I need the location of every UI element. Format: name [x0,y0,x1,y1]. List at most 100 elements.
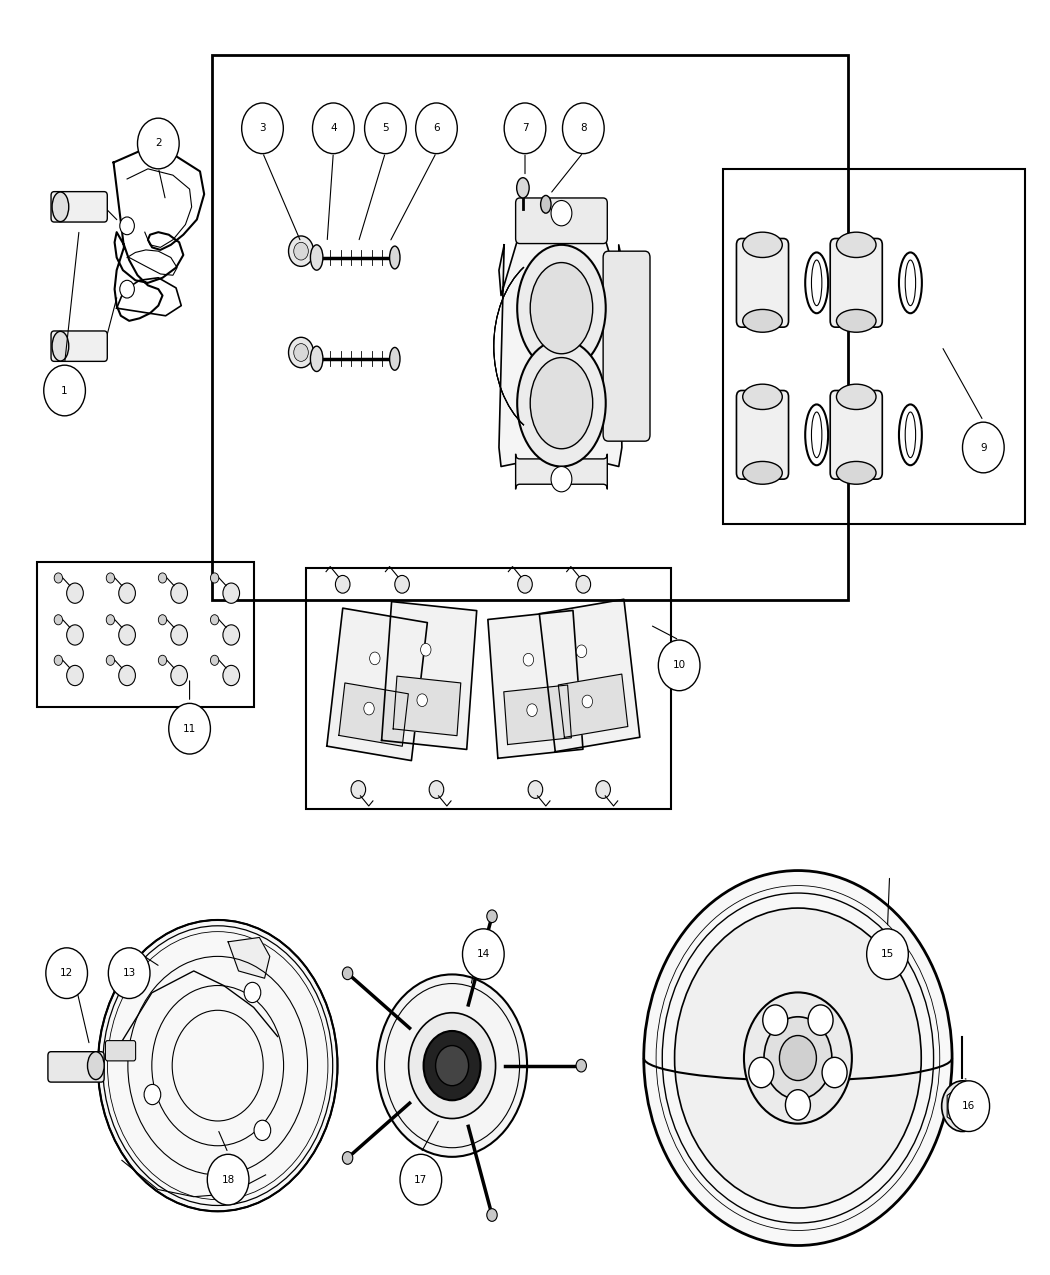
Circle shape [963,422,1004,473]
Circle shape [66,666,83,686]
Text: 4: 4 [330,124,337,134]
Circle shape [779,1035,817,1080]
FancyBboxPatch shape [48,1052,104,1082]
Circle shape [551,200,572,226]
Circle shape [98,921,337,1211]
Bar [38,561,254,708]
Circle shape [749,1057,774,1088]
FancyBboxPatch shape [831,238,882,328]
Circle shape [119,583,135,603]
Ellipse shape [576,1060,587,1072]
Bar [307,567,671,808]
Circle shape [119,666,135,686]
Circle shape [408,1012,496,1118]
FancyBboxPatch shape [516,198,607,244]
Circle shape [244,982,260,1002]
Polygon shape [504,685,571,745]
FancyBboxPatch shape [516,454,607,490]
Ellipse shape [837,462,876,485]
Circle shape [551,467,572,492]
Circle shape [674,908,921,1207]
FancyBboxPatch shape [51,332,107,361]
Text: 18: 18 [222,1174,235,1184]
Circle shape [171,666,188,686]
Circle shape [138,119,180,168]
Circle shape [400,1154,442,1205]
Circle shape [159,572,167,583]
Circle shape [55,572,63,583]
Circle shape [395,575,410,593]
Text: 13: 13 [123,968,135,978]
Circle shape [66,583,83,603]
Circle shape [313,103,354,153]
Circle shape [120,217,134,235]
Ellipse shape [517,177,529,198]
Circle shape [106,572,114,583]
Ellipse shape [52,193,68,222]
Circle shape [106,615,114,625]
Bar [722,168,1025,524]
Polygon shape [339,683,408,746]
Circle shape [429,780,444,798]
Text: 12: 12 [60,968,74,978]
Ellipse shape [742,310,782,333]
Circle shape [210,572,218,583]
Circle shape [785,1090,811,1121]
Text: 5: 5 [382,124,388,134]
Circle shape [576,645,587,658]
Ellipse shape [518,245,606,371]
Circle shape [364,103,406,153]
Polygon shape [540,599,639,752]
Circle shape [462,928,504,979]
Circle shape [108,947,150,998]
Ellipse shape [342,1151,353,1164]
Ellipse shape [742,462,782,485]
Ellipse shape [742,232,782,258]
Circle shape [421,644,430,657]
Ellipse shape [487,1209,498,1221]
Circle shape [417,694,427,706]
Circle shape [289,236,314,266]
Circle shape [377,974,527,1156]
Circle shape [563,103,604,153]
Ellipse shape [52,332,68,361]
Ellipse shape [87,1052,104,1080]
Circle shape [335,575,350,593]
Ellipse shape [390,347,400,370]
Polygon shape [499,226,624,467]
Circle shape [363,703,374,715]
Circle shape [528,780,543,798]
Circle shape [106,655,114,666]
Ellipse shape [837,232,876,258]
Circle shape [866,928,908,979]
Ellipse shape [390,246,400,269]
Circle shape [120,280,134,298]
Circle shape [55,655,63,666]
Circle shape [171,583,188,603]
Ellipse shape [487,910,498,923]
Text: 1: 1 [61,385,68,395]
Ellipse shape [311,347,323,371]
Circle shape [242,103,284,153]
FancyBboxPatch shape [51,191,107,222]
Text: 11: 11 [183,724,196,733]
Ellipse shape [311,245,323,270]
Circle shape [416,103,458,153]
Text: 8: 8 [580,124,587,134]
Circle shape [822,1057,847,1088]
Circle shape [159,615,167,625]
Bar [212,55,848,599]
Circle shape [950,1091,975,1122]
Polygon shape [393,676,461,736]
Circle shape [351,780,365,798]
Ellipse shape [530,263,592,353]
Ellipse shape [837,310,876,333]
Circle shape [658,640,700,691]
Text: 6: 6 [434,124,440,134]
Circle shape [223,583,239,603]
Circle shape [423,1031,481,1100]
Circle shape [55,615,63,625]
Ellipse shape [742,384,782,409]
Circle shape [576,575,590,593]
Circle shape [210,615,218,625]
